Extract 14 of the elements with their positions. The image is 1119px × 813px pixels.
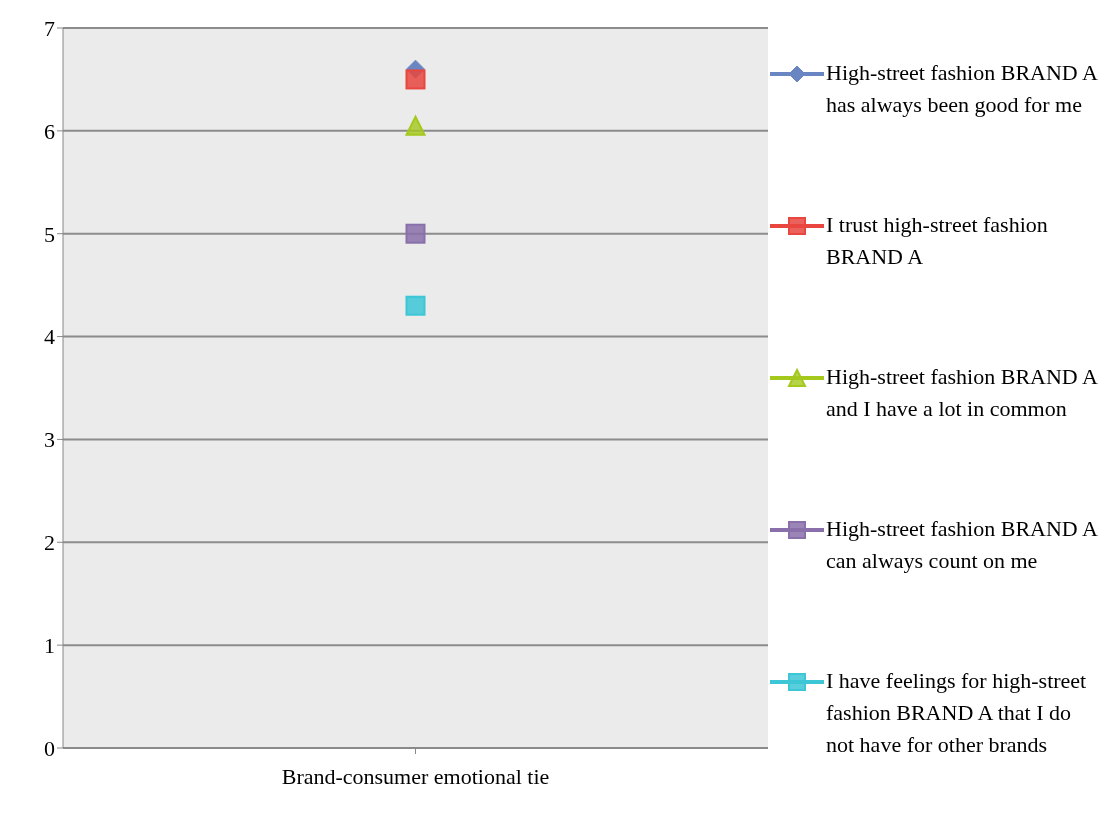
legend-label: High-street fashion BRAND A has always been good for me	[826, 58, 1098, 119]
y-tick-label: 4	[44, 324, 55, 350]
x-tick-label: Brand-consumer emotional tie	[281, 763, 550, 789]
y-tick-label: 7	[44, 15, 55, 41]
y-tick-label: 1	[44, 632, 55, 658]
legend-label: I trust high-street fashion BRAND A	[826, 210, 1049, 271]
legend-label: High-street fashion BRAND A can always count on me	[826, 514, 1098, 575]
y-tick-label: 5	[44, 221, 55, 247]
legend-label: High-street fashion BRAND A and I have a lot in common	[826, 362, 1098, 423]
y-tick-label: 6	[44, 118, 55, 144]
y-tick-label: 0	[44, 735, 55, 761]
y-tick-label: 3	[44, 427, 55, 453]
y-tick-label: 2	[44, 530, 55, 556]
legend-label: I have feelings for high-street fashion BRAND A that I do not have for other brands	[826, 666, 1088, 759]
